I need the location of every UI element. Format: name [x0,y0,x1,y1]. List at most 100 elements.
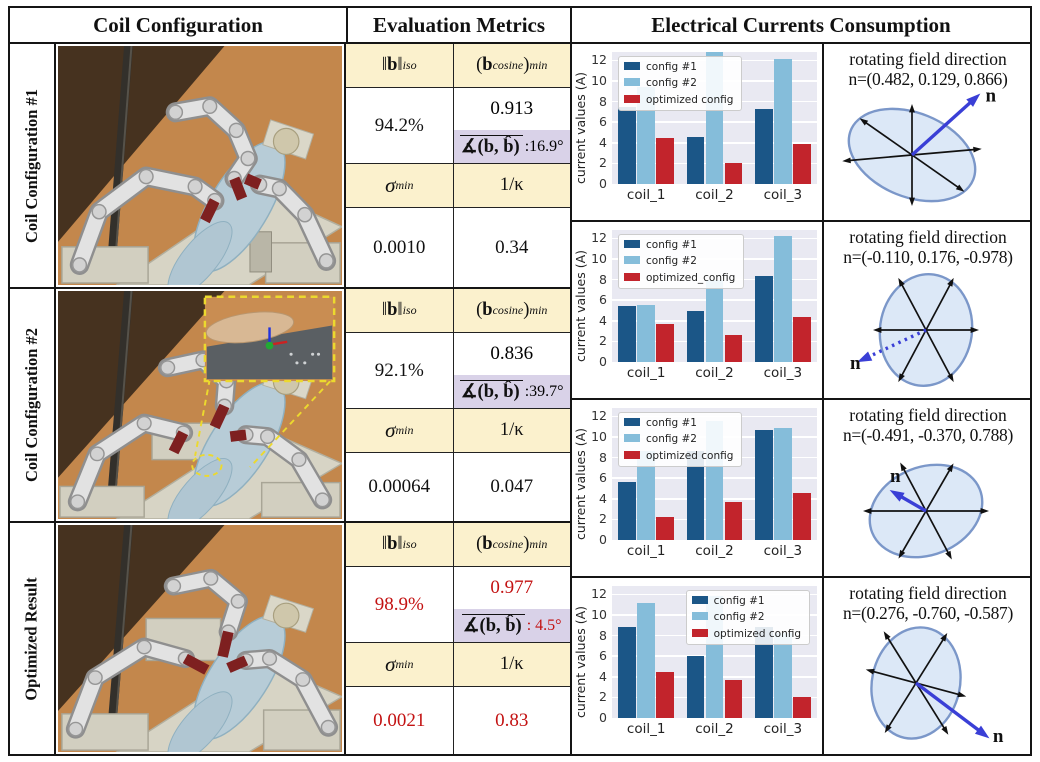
robot-joint [230,593,246,609]
field-direction-vector: n=(0.482, 0.129, 0.866) [848,69,1008,90]
rotation-ellipse-diagram: n [842,89,996,207]
y-tick-label: 2 [599,333,607,349]
metrics-value-row: 0.00064 0.047 [346,453,570,521]
legend-swatch [624,78,640,87]
current-section-1: current values (A) 0 2 4 6 8 10 12 coil_1 coil_2 c… [572,44,1030,222]
coil-end-effector [229,429,247,442]
pole-highlight [113,46,133,268]
y-tick-label: 12 [591,230,607,246]
robot-arm [70,416,191,509]
chart-legend: config #1 config #2 optimized_config [618,234,745,289]
coil-end-effector [229,176,248,201]
legend-item: optimized config [624,448,733,464]
n-arrow-head [974,725,990,739]
field-spoke-arrow [900,283,952,377]
robot-joint [240,150,256,167]
bar-coil_3 [793,143,811,184]
y-tick-label: 0 [599,710,607,725]
legend-swatch [624,256,640,265]
y-tick-label: 10 [591,428,607,444]
metrics-value-row: 0.0021 0.83 [346,687,570,754]
value-b-cosine-cell: 0.836 ∡(b, b̂):39.7° [453,333,570,408]
y-tick-label: 12 [591,52,607,68]
row-label-text: Coil Configuration #2 [22,327,42,483]
metrics-value-row: 94.2% 0.913 ∡(b, b̂):16.9° [346,88,570,164]
target-region-circle [191,453,223,477]
y-tick-label: 8 [599,627,607,643]
inset-surface [206,325,333,380]
bar-coil_3 [755,276,773,362]
robot-joint [138,168,154,185]
robot-joint [69,494,86,510]
x-tick-label: coil_3 [763,721,803,737]
arrow-head [884,724,892,734]
axis-origin [265,341,274,350]
patient-head [272,602,300,629]
legend-item: config #2 [624,253,735,269]
arrow-head [955,184,965,192]
robot-joint [68,721,84,737]
robot-joint [228,122,244,139]
legend-label: optimized config [646,93,734,106]
metric-label-b-iso: ‖ b ‖ iso [346,523,454,566]
legend-item: optimized config [691,626,801,642]
value-inv-kappa: 0.34 [495,236,529,258]
metric-label-inv-kappa: 1/κ [499,420,524,440]
coil-end-effector [200,198,220,224]
arrow-head [947,278,954,287]
y-tick-label: 8 [599,271,607,287]
bar-coil_2 [724,163,743,184]
legend-label: config #1 [646,239,697,251]
x-tick-label: coil_1 [626,365,666,381]
robot-joint [136,639,152,655]
legend-label: config #1 [646,61,697,73]
coil-end-effector [217,630,234,658]
robot-joint [314,492,331,508]
metrics-value-row: 98.9% 0.977 ∡(b, b̂): 4.5° [346,567,570,643]
x-tick-label: coil_2 [695,187,734,203]
pole [106,525,133,740]
x-tick-label: coil_3 [763,187,803,203]
metric-label-inv-kappa: 1/κ [499,175,524,195]
value-sigma-min: 0.0021 [346,687,454,754]
bar-coil_3 [774,59,792,184]
figure: Coil Configuration Evaluation Metrics El… [8,6,1032,756]
right-column: current values (A) 0 2 4 6 8 10 12 coil_1 coil_2 c… [572,44,1030,754]
legend-label: config #2 [713,611,765,624]
robot-joint [187,178,203,195]
robot-scene-1 [58,46,342,285]
coil-end-effector [209,403,230,430]
arrow-head [947,373,954,383]
inset-connector [194,378,211,456]
bar-coil_2 [724,335,743,362]
value-b-cosine-cell: 0.913 ∡(b, b̂):16.9° [453,88,570,163]
coil-end-effector [168,430,189,455]
x-tick-label: coil_2 [695,543,734,559]
metrics-header-row: σ min 1/κ [346,164,570,208]
metric-label-b-cosine-min: (b cosine) min [476,55,548,75]
field-direction-2: rotating field direction n=(-0.110, 0.17… [824,222,1030,398]
bar-coil_1 [637,87,655,184]
legend-item: optimized config [624,92,733,108]
robot-scene-2-cell [56,289,346,521]
arrow-head [873,327,882,334]
y-tick-label: 6 [599,114,607,130]
n-direction-arrow [910,100,973,157]
bar-coil_2 [705,279,724,362]
robot-joint [297,206,313,223]
arrow-head [898,373,905,383]
metrics-header-row: σ min 1/κ [346,643,570,687]
angle-expression: ∡(b, b̂) [459,135,523,158]
bar-coil_2 [724,679,743,718]
y-tick-label: 6 [599,470,607,486]
legend-swatch [624,240,640,248]
bar-coil_3 [755,429,773,540]
row-label-text: Coil Configuration #1 [22,88,42,243]
robot-joint [167,104,184,121]
arrow-head [973,146,982,153]
x-tick-label: coil_2 [695,721,734,737]
robot-scene-3 [58,525,342,752]
field-direction-title: rotating field direction [849,227,1007,247]
legend-item: config #2 [691,609,801,625]
y-tick-label: 4 [599,312,607,328]
